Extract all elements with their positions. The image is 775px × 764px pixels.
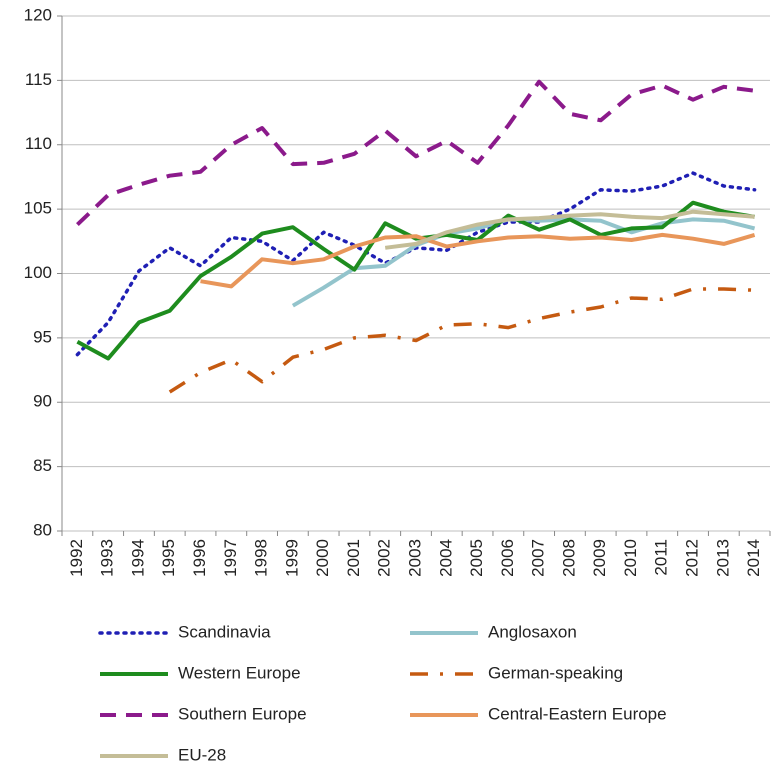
x-tick-label: 1994: [128, 539, 147, 577]
legend-label: German-speaking: [488, 663, 623, 682]
x-tick-label: 1993: [98, 539, 117, 577]
x-tick-label: 2006: [498, 539, 517, 577]
x-tick-label: 2001: [344, 539, 363, 577]
x-tick-label: 1995: [159, 539, 178, 577]
x-tick-label: 2000: [313, 539, 332, 577]
series-line: [75, 171, 757, 357]
x-tick-label: 2011: [652, 539, 671, 576]
x-tick-label: 1999: [282, 539, 301, 577]
series-line: [384, 209, 755, 250]
y-tick-label: 90: [33, 392, 52, 411]
x-tick-label: 2004: [436, 539, 455, 577]
series-line: [168, 287, 755, 394]
series-line: [200, 232, 756, 289]
y-tick-label: 85: [33, 456, 52, 475]
legend-label: EU-28: [178, 745, 226, 764]
x-tick-label: 2003: [405, 539, 424, 577]
y-tick-label: 115: [25, 70, 52, 89]
x-tick-label: 1996: [190, 539, 209, 577]
legend-label: Southern Europe: [178, 704, 307, 723]
x-tick-label: 2014: [744, 539, 763, 577]
legend-label: Western Europe: [178, 663, 301, 682]
y-tick-label: 105: [24, 199, 52, 218]
x-tick-label: 1997: [221, 539, 240, 577]
x-tick-label: 2009: [590, 539, 609, 577]
y-tick-label: 110: [25, 134, 52, 153]
x-tick-label: 1998: [252, 539, 271, 577]
legend-label: Anglosaxon: [488, 622, 577, 641]
legend-label: Scandinavia: [178, 622, 271, 641]
x-tick-label: 2007: [529, 539, 548, 577]
y-tick-label: 100: [24, 263, 52, 282]
x-tick-label: 2010: [621, 539, 640, 577]
y-tick-label: 120: [24, 5, 52, 24]
series-line: [76, 200, 755, 361]
x-tick-label: 2013: [713, 539, 732, 577]
legend-label: Central-Eastern Europe: [488, 704, 667, 723]
x-tick-label: 2008: [559, 539, 578, 577]
x-tick-label: 1992: [67, 539, 86, 577]
series-line: [76, 79, 755, 227]
x-tick-label: 2002: [375, 539, 394, 577]
x-tick-label: 2012: [683, 539, 702, 577]
y-tick-label: 80: [33, 520, 52, 539]
x-tick-label: 2005: [467, 539, 486, 577]
y-tick-label: 95: [33, 327, 52, 346]
